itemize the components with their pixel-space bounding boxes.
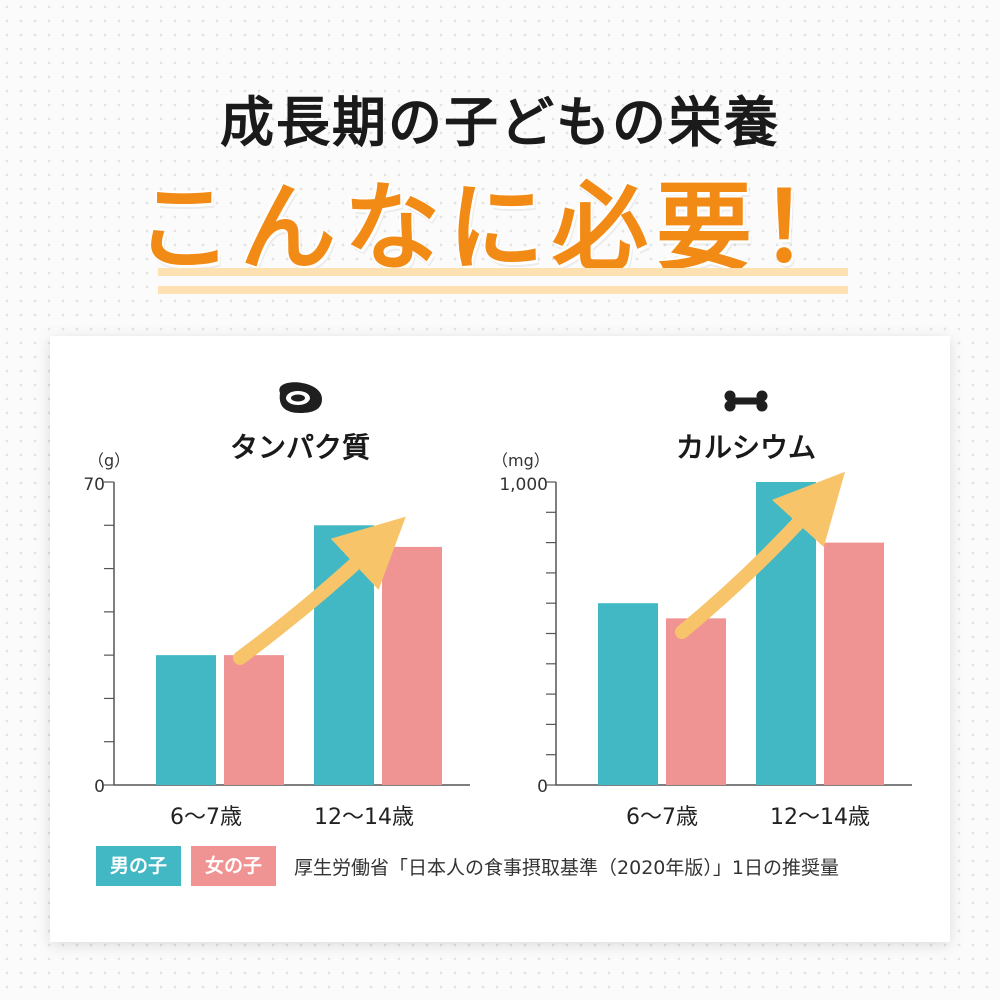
y-unit-label: （mg） (492, 451, 550, 470)
x-tick-label: 6〜7歳 (626, 805, 698, 830)
x-tick-label: 12〜14歳 (314, 805, 414, 830)
growth-arrow (233, 516, 406, 665)
y-tick-label: 0 (94, 777, 105, 797)
bone-icon (724, 390, 768, 412)
subhead: こんなに必要！ (136, 172, 864, 284)
meat-icon (279, 382, 322, 413)
chart-title-protein: タンパク質 (230, 431, 370, 464)
bar-girls-0 (224, 655, 284, 785)
chart-title-calcium: カルシウム (676, 431, 816, 464)
decorative-rule-bottom (158, 286, 848, 294)
bar-boys-1 (314, 525, 374, 785)
chart-card: タンパク質 （g） 70 0 6〜7歳 12〜14歳 カルシウム （mg） 1,… (50, 336, 950, 942)
calcium-chart: カルシウム （mg） 1,000 0 6〜7歳 12〜14歳 (492, 390, 912, 830)
legend-girls: 女の子 (191, 846, 277, 886)
protein-chart: タンパク質 （g） 70 0 6〜7歳 12〜14歳 (83, 382, 470, 830)
bars (598, 482, 884, 785)
x-tick-label: 6〜7歳 (170, 805, 242, 830)
bar-girls-1 (382, 546, 442, 785)
y-tick-label: 70 (83, 475, 105, 495)
x-tick-label: 12〜14歳 (770, 805, 870, 830)
growth-arrow (675, 471, 846, 639)
bar-boys-0 (598, 603, 658, 785)
headline: 成長期の子どもの栄養 (220, 91, 780, 154)
legend-boys: 男の子 (96, 846, 182, 886)
y-unit-label: （g） (88, 451, 130, 470)
charts-svg: タンパク質 （g） 70 0 6〜7歳 12〜14歳 カルシウム （mg） 1,… (83, 382, 912, 830)
bar-girls-0 (666, 618, 726, 785)
legend: 男の子 女の子 厚生労働省「日本人の食事摂取基準（2020年版）」1日の推奨量 (96, 846, 839, 886)
source-note: 厚生労働省「日本人の食事摂取基準（2020年版）」1日の推奨量 (294, 856, 839, 879)
y-tick-label: 1,000 (499, 475, 548, 495)
y-axis-ticks (104, 481, 114, 786)
bars (156, 525, 442, 785)
bar-girls-1 (824, 542, 884, 785)
y-tick-label: 0 (537, 777, 548, 797)
decorative-rule-top (158, 268, 848, 276)
y-axis-ticks (546, 481, 556, 786)
bar-boys-0 (156, 655, 216, 785)
